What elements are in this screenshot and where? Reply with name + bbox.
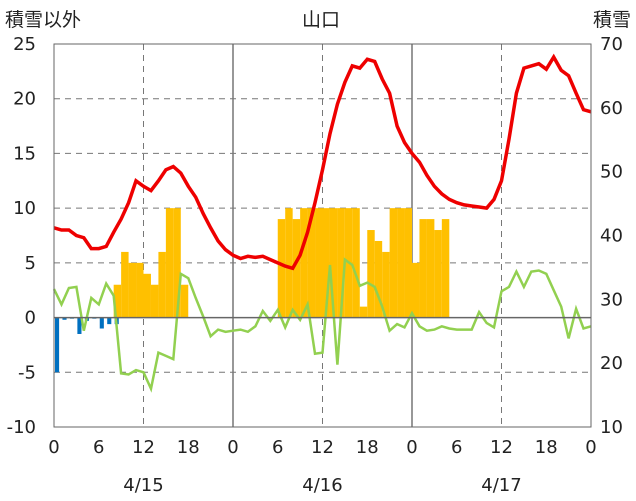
orange-bar [158, 251, 166, 318]
x-tick-label: 18 [177, 437, 200, 458]
orange-bar [285, 208, 293, 318]
orange-bar [143, 273, 151, 318]
right-tick-label: 50 [600, 162, 623, 183]
right-tick-label: 10 [600, 417, 623, 438]
orange-bar [367, 230, 375, 318]
date-label: 4/17 [481, 475, 521, 496]
left-tick-label: 5 [25, 253, 36, 274]
orange-bar [128, 262, 137, 318]
orange-bar [113, 284, 122, 318]
blue-bar [99, 317, 104, 329]
left-tick-label: 15 [13, 143, 36, 164]
date-label: 4/15 [123, 475, 163, 496]
orange-bar [426, 219, 435, 318]
chart-title: 山口 [302, 9, 340, 31]
right-tick-label: 30 [600, 289, 623, 310]
right-tick-label: 60 [600, 98, 623, 119]
orange-bar [359, 306, 368, 318]
x-tick-label: 18 [356, 437, 379, 458]
orange-bar [150, 284, 159, 318]
x-axis-ticks: 0 6 12 18 0 6 12 18 0 6 12 18 0 [48, 437, 596, 458]
blue-bar [77, 317, 82, 334]
orange-bar [121, 251, 129, 318]
orange-bar [322, 208, 330, 318]
left-axis-label: 積雪以外 [5, 9, 81, 31]
red-series-line [53, 53, 592, 271]
x-tick-label: 0 [48, 437, 59, 458]
orange-bar [441, 219, 450, 318]
left-tick-label: 0 [25, 308, 36, 329]
right-tick-label: 40 [600, 226, 623, 247]
left-tick-label: -5 [18, 362, 36, 383]
orange-bar [136, 262, 144, 318]
orange-bar [434, 230, 442, 318]
orange-bar [404, 208, 412, 318]
right-axis-ticks: 70 60 50 40 30 20 10 [600, 34, 623, 438]
left-tick-label: -10 [7, 417, 36, 438]
orange-bar [382, 251, 390, 318]
orange-bar [307, 208, 316, 318]
left-tick-label: 20 [13, 89, 36, 110]
orange-bar [419, 219, 427, 318]
orange-bar [180, 284, 189, 318]
x-tick-label: 6 [272, 437, 283, 458]
blue-bar [55, 317, 60, 373]
left-tick-label: 10 [13, 198, 36, 219]
orange-bar [389, 208, 398, 318]
green-series-line [52, 257, 592, 393]
right-tick-label: 20 [600, 353, 623, 374]
orange-bar [412, 262, 420, 318]
orange-bar [277, 219, 286, 318]
orange-bar [165, 208, 174, 318]
orange-bar [352, 208, 360, 318]
x-tick-label: 18 [535, 437, 558, 458]
x-tick-label: 12 [132, 437, 155, 458]
orange-bar [337, 208, 345, 318]
blue-bar [107, 317, 112, 325]
left-axis-ticks: 25 20 15 10 5 0 -5 -10 [7, 34, 36, 438]
x-tick-label: 0 [406, 437, 417, 458]
date-label: 4/16 [302, 475, 342, 496]
date-labels: 4/15 4/16 4/17 [123, 475, 521, 496]
x-tick-label: 6 [451, 437, 462, 458]
orange-bar [329, 208, 338, 318]
x-tick-label: 6 [93, 437, 104, 458]
orange-bar [374, 240, 383, 318]
x-tick-label: 0 [227, 437, 238, 458]
orange-bar [300, 208, 308, 318]
right-tick-label: 70 [600, 34, 623, 55]
right-axis-label: 積雪 [593, 9, 631, 31]
left-tick-label: 25 [13, 34, 36, 55]
x-tick-label: 12 [490, 437, 513, 458]
plot-frame [53, 43, 592, 428]
orange-bar [292, 219, 301, 318]
orange-bar [173, 208, 181, 318]
blue-bar [62, 317, 67, 320]
x-tick-label: 12 [311, 437, 334, 458]
orange-bar [315, 208, 323, 318]
x-tick-label: 0 [585, 437, 596, 458]
orange-bar [397, 208, 405, 318]
